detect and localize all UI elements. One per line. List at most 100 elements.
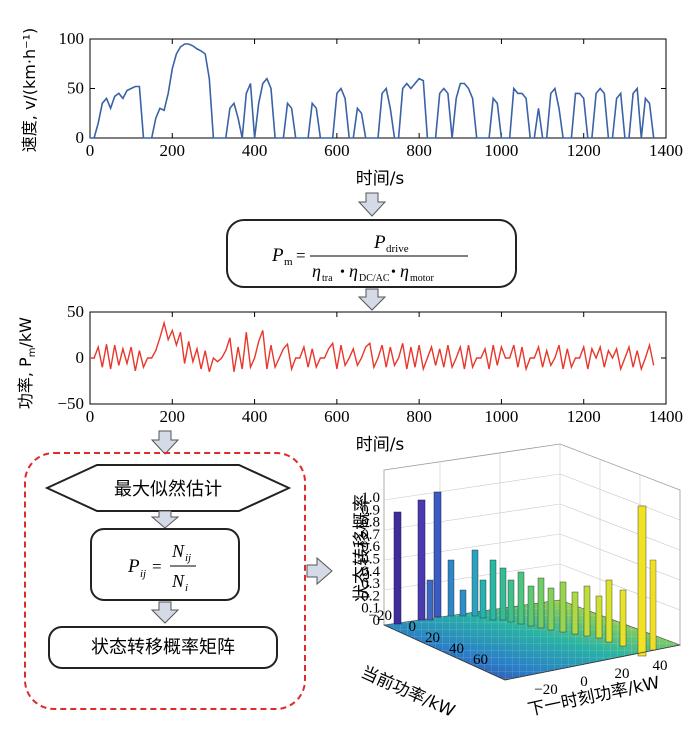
speed-xtick-label: 1200 <box>567 141 601 160</box>
transition-surface-3d: 1.0 0.9 0.8 0.7 0.6 0.5 0.4 0.3 0.2 0.1 0 −20 0 20 40… <box>330 440 700 724</box>
speed-xtick-label: 600 <box>324 141 350 160</box>
power-y-label-unit: /kW <box>15 317 35 348</box>
power-y-axis-label: 功率, Pm/kW <box>12 298 38 428</box>
pij-lhs: P <box>127 556 140 577</box>
eta-2: η <box>349 261 358 281</box>
pij-denominator: N <box>171 571 185 591</box>
pij-formula-box: P ij = N ij N i <box>90 528 240 601</box>
z-tick-label: 1.0 <box>361 490 380 506</box>
power-formula-box: P m = P drive η tra • η DC/AC • η motor <box>226 219 517 288</box>
pij-equals: = <box>152 557 162 576</box>
down-arrow-2 <box>357 288 387 311</box>
power-xtick-label: 800 <box>406 407 432 426</box>
pij-formula: P ij = N ij N i <box>127 541 196 594</box>
power-y-ticks: 50 0 −50 <box>57 302 666 413</box>
power-series-line <box>90 320 655 372</box>
down-arrow-1 <box>357 192 387 217</box>
z-tick-label: 0.6 <box>361 539 380 555</box>
speed-xtick-label: 1400 <box>649 141 683 160</box>
eta-3: η <box>400 261 409 281</box>
next-power-axis-line <box>504 644 681 681</box>
down-arrow-4 <box>150 510 180 529</box>
power-formula: P m = P drive η tra • η DC/AC • η motor <box>271 232 468 284</box>
formula-equals: = <box>296 246 306 265</box>
pij-numerator-sub: ij <box>185 552 191 564</box>
speed-x-ticks: 0 200 400 600 800 1000 1200 1400 <box>86 39 683 160</box>
formula-numerator: P <box>373 232 386 253</box>
speed-chart-svg: 100 50 0 0 200 400 600 800 1000 1200 1400 <box>59 29 684 160</box>
down-arrow-5 <box>150 601 180 624</box>
power-xtick-label: 1400 <box>649 407 683 426</box>
eta-2-sub: DC/AC <box>359 273 390 284</box>
power-xtick-label: 200 <box>160 407 186 426</box>
formula-lhs: P <box>271 245 284 266</box>
z-tick-label: 0.2 <box>361 588 380 604</box>
speed-series-line <box>90 43 655 139</box>
power-xtick-label: 0 <box>86 407 95 426</box>
power-chart-svg: 500−50 0 200 400 600 800 1000 1200 1400 <box>57 302 683 426</box>
speed-y-ticks: 100 50 0 <box>59 29 666 147</box>
speed-xtick-label: 1000 <box>484 141 518 160</box>
speed-xtick-label: 200 <box>160 141 186 160</box>
z-tick-label: 0.3 <box>361 576 380 592</box>
power-y-label-text: 功率, P <box>15 357 35 410</box>
z-tick-label: 0.5 <box>361 552 380 568</box>
pij-lhs-sub: ij <box>140 568 146 580</box>
power-xtick-label: 1200 <box>567 407 601 426</box>
eta-3-sub: motor <box>410 273 435 284</box>
pij-numerator: N <box>171 541 185 561</box>
current-power-tick-label: 20 <box>425 630 440 646</box>
power-ytick-label: −50 <box>57 394 84 413</box>
surface-wall-grid <box>383 444 681 630</box>
z-tick-label: 0.4 <box>361 564 380 580</box>
z-tick-label: 0 <box>373 613 381 629</box>
power-ytick-label: 0 <box>76 348 85 367</box>
formula-numerator-sub: drive <box>386 243 409 255</box>
matrix-label: 状态转移概率矩阵 <box>91 637 235 658</box>
current-power-tick-label: 60 <box>473 652 488 668</box>
speed-y-axis-label: 速度, v/(km·h⁻¹) <box>20 27 39 153</box>
dot-2: • <box>391 265 396 280</box>
power-x-axis-label: 时间/s <box>355 435 405 455</box>
z-tick-label: 0.9 <box>361 502 380 518</box>
dot-1: • <box>340 265 345 280</box>
power-xtick-label: 1000 <box>484 407 518 426</box>
speed-chart: 100 50 0 0 200 400 600 800 1000 1200 1400 速度, v/(… <box>0 0 700 195</box>
speed-xtick-label: 0 <box>86 141 95 160</box>
power-xtick-label: 400 <box>242 407 268 426</box>
pij-denominator-sub: i <box>185 582 188 594</box>
speed-ytick-label: 0 <box>76 128 85 147</box>
z-axis-label: 状态转移概率 <box>352 494 373 602</box>
speed-xtick-label: 800 <box>406 141 432 160</box>
current-power-tick-label: −20 <box>369 608 392 624</box>
mle-diamond <box>45 464 291 512</box>
speed-x-axis-label: 时间/s <box>355 169 405 189</box>
formula-lhs-sub: m <box>284 256 293 268</box>
z-tick-label: 0.1 <box>361 601 380 617</box>
z-tick-label: 0.8 <box>361 515 380 531</box>
speed-xtick-label: 400 <box>242 141 268 160</box>
power-xtick-label: 600 <box>324 407 350 426</box>
z-axis-ticks: 1.00.90.80.70.60.50.40.30.20.10 <box>361 490 380 629</box>
speed-ytick-label: 50 <box>67 79 84 98</box>
down-arrow-3 <box>150 430 180 455</box>
eta-1-sub: tra <box>322 273 333 284</box>
surface-bars <box>393 491 657 657</box>
next-power-tick-label: 0 <box>580 674 588 690</box>
next-power-tick-label: 20 <box>615 666 630 682</box>
mle-label: 最大似然估计 <box>114 479 222 500</box>
current-power-tick-label: 40 <box>449 641 464 657</box>
next-power-tick-label: −20 <box>534 682 557 698</box>
next-power-tick-label: 40 <box>653 658 668 674</box>
surface-svg: 1.00.90.80.70.60.50.40.30.20.10 −2002040… <box>361 443 682 698</box>
right-arrow <box>306 556 333 586</box>
speed-ytick-label: 100 <box>59 29 85 48</box>
matrix-box: 状态转移概率矩阵 <box>48 626 278 669</box>
current-power-axis-line <box>383 624 506 681</box>
power-chart: 50 0 −50 0 200 400 600 800 1000 1200 1400 功率, Pm/… <box>0 298 700 455</box>
z-tick-label: 0.7 <box>361 527 380 543</box>
next-power-ticks: −20 0 20 40 <box>534 658 667 698</box>
current-power-tick-label: 0 <box>409 619 417 635</box>
power-x-ticks: 0 200 400 600 800 1000 1200 1400 <box>86 312 683 426</box>
